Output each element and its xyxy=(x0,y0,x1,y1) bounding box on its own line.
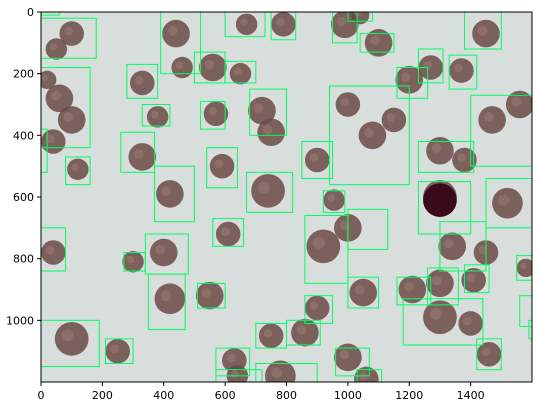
cell-highlight xyxy=(355,285,365,295)
x-tick-label: 0 xyxy=(38,389,45,402)
cell-highlight xyxy=(482,347,491,356)
cell-highlight xyxy=(328,194,336,202)
cell-highlight xyxy=(263,125,273,135)
y-tick-label: 0 xyxy=(27,6,34,19)
cell-highlight xyxy=(520,263,526,269)
cell-highlight xyxy=(161,290,172,301)
cell-highlight xyxy=(430,308,442,320)
cell-highlight xyxy=(387,113,396,122)
cell-highlight xyxy=(215,159,224,168)
cell-highlight xyxy=(127,256,135,264)
cell-highlight xyxy=(227,354,236,363)
cell-highlight xyxy=(355,10,361,16)
cell-highlight xyxy=(340,350,350,360)
cell-highlight xyxy=(201,288,211,298)
image-layer xyxy=(38,6,535,391)
cell-highlight xyxy=(310,153,319,162)
cell-highlight xyxy=(51,91,61,101)
cell-highlight xyxy=(466,273,475,282)
cell-highlight xyxy=(62,330,74,342)
cell-highlight xyxy=(271,367,282,378)
cell-highlight xyxy=(155,245,165,255)
cell-highlight xyxy=(46,246,55,255)
x-tick-label: 1000 xyxy=(334,389,362,402)
cell-highlight xyxy=(135,76,144,85)
cell-highlight xyxy=(63,112,73,122)
cell-highlight xyxy=(162,186,172,196)
cell-highlight xyxy=(264,329,273,338)
cell-highlight xyxy=(401,72,411,82)
cell-highlight xyxy=(511,97,521,107)
x-tick-label: 1400 xyxy=(457,389,485,402)
cell-highlight xyxy=(64,27,73,36)
x-tick-label: 400 xyxy=(153,389,174,402)
x-tick-label: 600 xyxy=(215,389,236,402)
cell-highlight xyxy=(478,26,488,36)
cell-highlight xyxy=(234,68,242,76)
cell-highlight xyxy=(151,111,159,119)
cell-highlight xyxy=(359,372,368,381)
cell-highlight xyxy=(176,62,184,70)
cell-highlight xyxy=(457,153,466,162)
cell-highlight xyxy=(240,18,248,26)
cell-highlight xyxy=(297,325,307,335)
cell-highlight xyxy=(254,103,264,113)
x-tick-label: 800 xyxy=(276,389,297,402)
cell-highlight xyxy=(463,317,472,326)
cell-highlight xyxy=(404,282,414,292)
cell-highlight xyxy=(432,276,442,286)
cell-highlight xyxy=(258,182,270,194)
y-tick-label: 600 xyxy=(13,191,34,204)
dark-cell xyxy=(423,183,457,217)
cell-highlight xyxy=(484,112,494,122)
cell-highlight xyxy=(337,17,347,27)
cell-highlight xyxy=(341,98,350,107)
cell-highlight xyxy=(454,64,463,73)
cell-highlight xyxy=(134,149,144,159)
cell-highlight xyxy=(221,227,230,236)
cell-highlight xyxy=(310,301,319,310)
y-tick-label: 400 xyxy=(13,129,34,142)
y-tick-label: 800 xyxy=(13,253,34,266)
cell-highlight xyxy=(209,107,218,116)
cell-highlight xyxy=(313,237,325,249)
y-tick-label: 1000 xyxy=(6,314,34,327)
cell-highlight xyxy=(110,344,119,353)
cell-highlight xyxy=(498,195,509,206)
y-tick-label: 200 xyxy=(13,68,34,81)
cell-highlight xyxy=(444,239,454,249)
x-tick-label: 200 xyxy=(92,389,113,402)
x-tick-label: 1200 xyxy=(395,389,423,402)
cell-highlight xyxy=(205,60,215,70)
cell-highlight xyxy=(432,143,442,153)
cell-highlight xyxy=(168,26,178,36)
cell-highlight xyxy=(42,75,48,81)
cell-highlight xyxy=(71,163,79,171)
cell-highlight xyxy=(370,35,380,45)
cell-highlight xyxy=(276,18,285,27)
cell-highlight xyxy=(364,128,374,138)
cell-highlight xyxy=(50,43,58,51)
